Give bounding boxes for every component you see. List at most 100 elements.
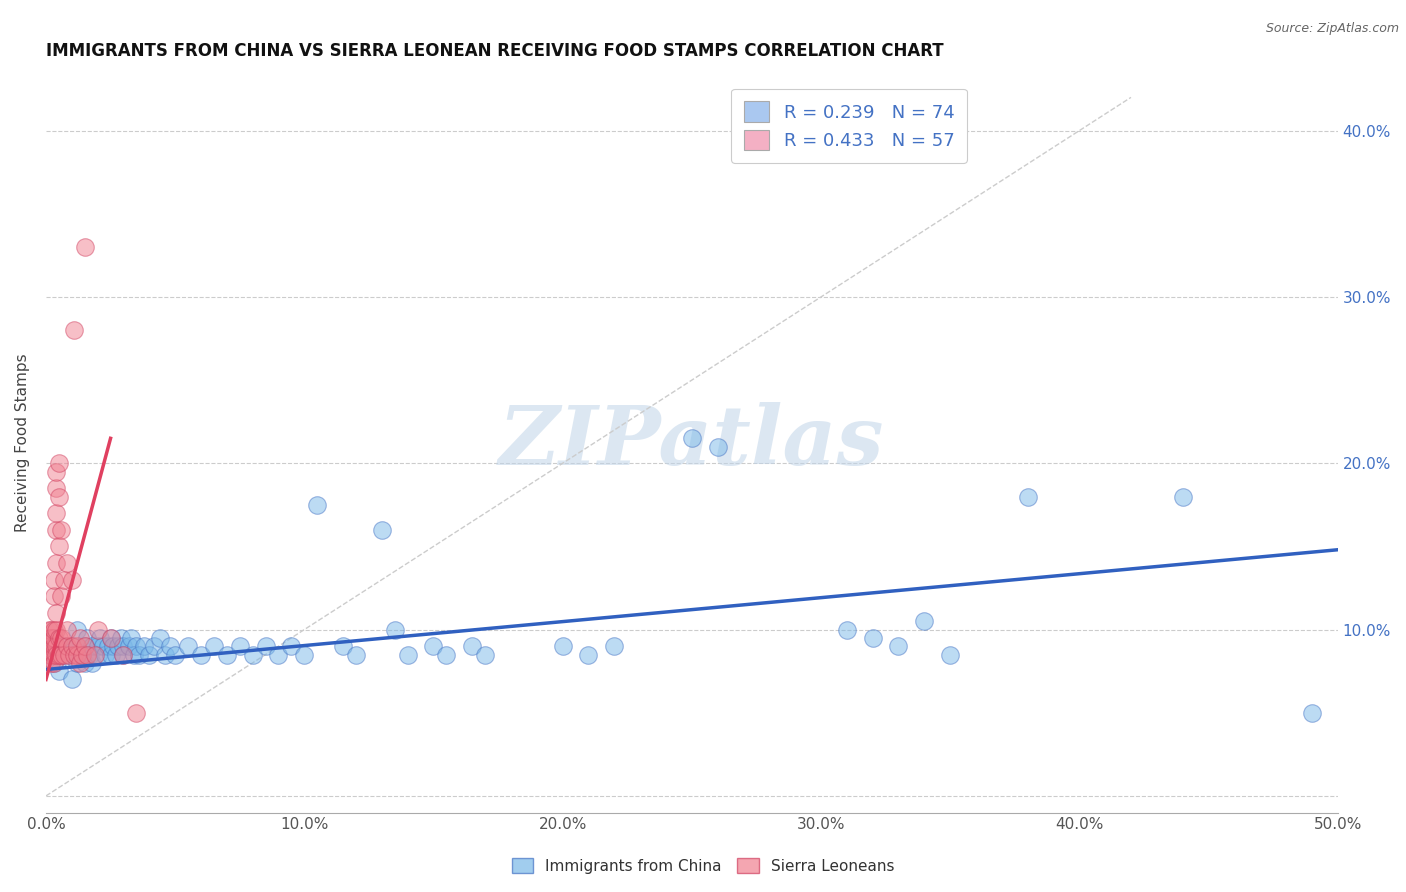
Point [190, 648, 212, 662]
Point [42, 656, 65, 670]
Point [122, 648, 145, 662]
Point [51, 648, 73, 662]
Point [42, 648, 65, 662]
Point [128, 648, 150, 662]
Point [48, 490, 70, 504]
Point [60, 639, 83, 653]
Point [39, 623, 62, 637]
Point [39, 631, 62, 645]
Point [82, 639, 104, 653]
Point [38, 648, 60, 662]
Point [100, 648, 122, 662]
Point [110, 631, 132, 645]
Point [434, 648, 457, 662]
Point [461, 639, 484, 653]
Point [344, 648, 367, 662]
Point [38, 623, 60, 637]
Point [42, 639, 65, 653]
Point [292, 648, 315, 662]
Point [45, 523, 67, 537]
Point [706, 440, 728, 454]
Point [38, 639, 60, 653]
Point [53, 573, 76, 587]
Point [396, 648, 419, 662]
Point [45, 506, 67, 520]
Y-axis label: Receiving Food Stamps: Receiving Food Stamps [15, 353, 30, 532]
Point [48, 631, 70, 645]
Point [48, 540, 70, 554]
Point [82, 656, 104, 670]
Text: ZIPatlas: ZIPatlas [499, 402, 884, 483]
Point [42, 623, 65, 637]
Point [58, 648, 80, 662]
Point [104, 648, 127, 662]
Point [138, 648, 160, 662]
Point [97, 639, 120, 653]
Point [100, 631, 122, 645]
Point [39, 656, 62, 670]
Point [48, 648, 70, 662]
Point [91, 639, 114, 653]
Point [112, 648, 135, 662]
Point [55, 623, 77, 637]
Point [66, 656, 89, 670]
Point [73, 240, 96, 254]
Point [86, 623, 108, 637]
Point [63, 323, 86, 337]
Point [912, 614, 935, 628]
Point [1017, 490, 1039, 504]
Point [939, 648, 962, 662]
Point [228, 639, 250, 653]
Point [887, 639, 910, 653]
Point [45, 639, 67, 653]
Point [149, 631, 172, 645]
Point [125, 639, 148, 653]
Point [45, 606, 67, 620]
Point [60, 573, 83, 587]
Legend: R = 0.239   N = 74, R = 0.433   N = 57: R = 0.239 N = 74, R = 0.433 N = 57 [731, 89, 967, 163]
Point [120, 631, 142, 645]
Point [63, 648, 86, 662]
Point [134, 639, 156, 653]
Point [578, 648, 600, 662]
Point [100, 631, 122, 645]
Point [384, 623, 406, 637]
Point [112, 639, 135, 653]
Point [51, 631, 73, 645]
Text: IMMIGRANTS FROM CHINA VS SIERRA LEONEAN RECEIVING FOOD STAMPS CORRELATION CHART: IMMIGRANTS FROM CHINA VS SIERRA LEONEAN … [46, 42, 943, 60]
Point [551, 639, 574, 653]
Point [332, 639, 354, 653]
Point [73, 639, 96, 653]
Point [862, 631, 884, 645]
Point [55, 648, 77, 662]
Point [165, 648, 187, 662]
Point [69, 648, 91, 662]
Point [60, 639, 83, 653]
Point [84, 648, 107, 662]
Point [69, 656, 91, 670]
Point [45, 623, 67, 637]
Point [89, 631, 111, 645]
Point [76, 648, 98, 662]
Point [45, 556, 67, 570]
Point [101, 639, 124, 653]
Point [117, 639, 139, 653]
Point [60, 673, 83, 687]
Point [153, 648, 176, 662]
Point [76, 631, 98, 645]
Point [143, 639, 166, 653]
Point [254, 639, 277, 653]
Point [79, 648, 101, 662]
Point [242, 648, 264, 662]
Point [38, 631, 60, 645]
Point [51, 523, 73, 537]
Point [73, 656, 96, 670]
Point [159, 639, 181, 653]
Point [53, 648, 76, 662]
Point [45, 465, 67, 479]
Point [215, 648, 238, 662]
Point [1171, 490, 1194, 504]
Point [66, 648, 89, 662]
Point [42, 573, 65, 587]
Point [42, 656, 65, 670]
